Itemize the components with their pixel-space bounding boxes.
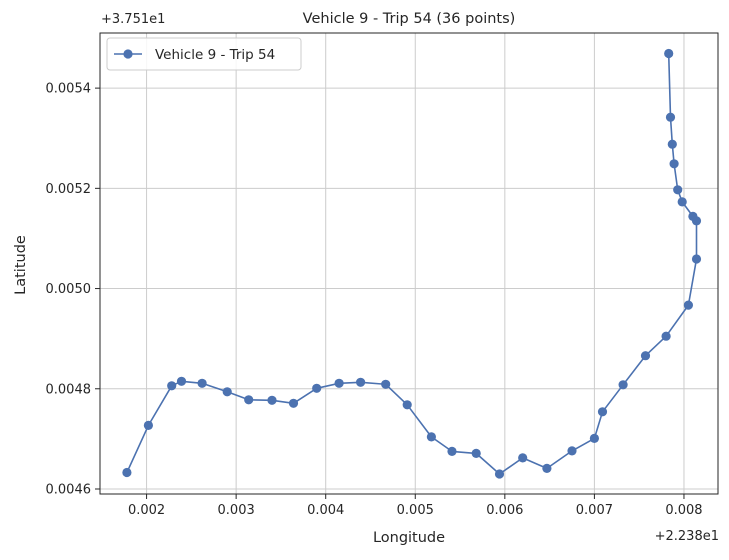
x-axis-offset-label: +2.238e1 [655,529,719,544]
series-layer [122,48,702,479]
legend-box [106,37,302,71]
data-point [518,453,528,463]
data-point [618,380,628,390]
data-point [664,48,674,59]
data-point [665,112,676,122]
data-point [312,383,322,393]
data-point [167,381,177,391]
data-point [143,420,153,430]
data-point [677,197,687,207]
data-point [197,378,207,388]
data-point [402,400,412,410]
y-tick-label: 0.0054 [46,82,92,97]
data-point [447,446,457,456]
x-tick-label: 0.005 [397,503,434,518]
data-point [334,378,344,388]
x-tick-label: 0.007 [576,503,613,518]
data-point [640,351,651,361]
data-point [244,395,254,405]
x-axis-ticks: 0.002 0.003 0.004 0.005 0.006 0.007 0.008 [128,494,703,518]
chart-title: Vehicle 9 - Trip 54 (36 points) [303,11,516,27]
y-tick-label: 0.0050 [46,282,92,297]
plot-frame [99,32,719,495]
data-point [222,387,232,397]
y-tick-label: 0.0052 [46,182,92,197]
y-axis-offset-label: +3.751e1 [101,12,165,27]
data-point [471,448,481,458]
data-point [426,432,436,442]
data-point [589,433,600,443]
data-point [567,446,577,456]
data-point [542,463,552,473]
data-point [661,331,671,341]
y-axis-ticks: 0.0046 0.0048 0.0050 0.0052 0.0054 [46,82,100,497]
legend: Vehicle 9 - Trip 54 [106,37,302,71]
x-tick-label: 0.003 [218,503,255,518]
data-point [176,376,187,386]
y-axis-label: Latitude [13,235,29,295]
grid [100,33,718,494]
y-tick-label: 0.0048 [46,382,92,397]
data-point [597,407,608,417]
data-point [691,254,702,264]
x-tick-label: 0.004 [307,503,344,518]
data-point [673,185,683,195]
x-tick-label: 0.002 [128,503,165,518]
y-tick-label: 0.0046 [46,482,92,497]
x-tick-label: 0.008 [665,503,702,518]
data-point [356,377,366,387]
data-point [288,398,299,408]
data-point [267,395,277,405]
x-tick-label: 0.006 [486,503,523,518]
data-point [688,211,698,221]
data-point [669,159,679,169]
data-point [381,379,391,389]
data-point [667,139,677,149]
data-point [683,300,694,310]
legend-marker [123,49,133,59]
data-point [494,469,505,479]
x-axis-label: Longitude [373,530,445,546]
series-line [126,53,698,475]
legend-label: Vehicle 9 - Trip 54 [155,47,275,63]
data-point [122,467,132,478]
